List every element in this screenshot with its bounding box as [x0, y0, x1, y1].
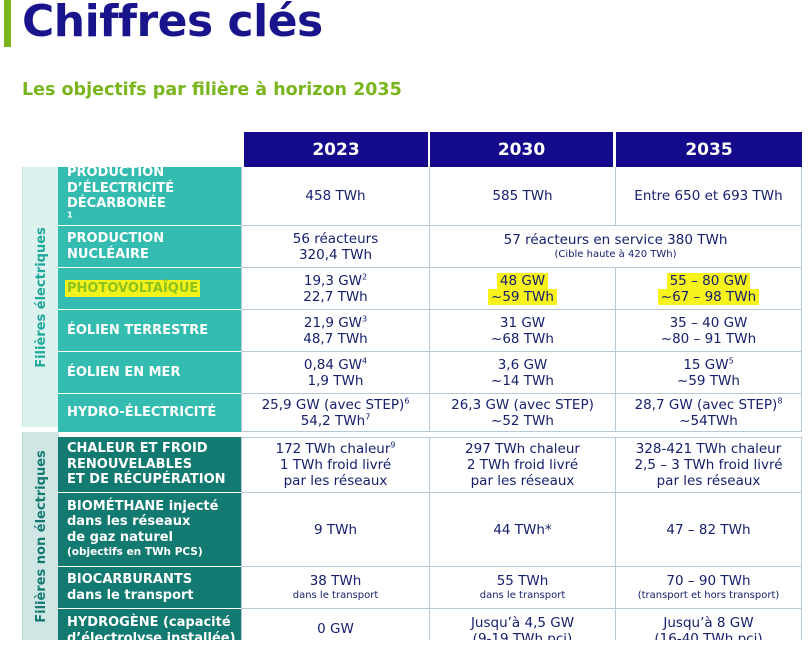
section-subtitle: Les objectifs par filière à horizon 2035 [22, 80, 402, 100]
group-label-electric: Filières électriques [33, 226, 49, 368]
group-electric: Filières électriques [22, 167, 59, 427]
title-accent-bar [4, 0, 11, 47]
row-label-photovoltaique: PHOTOVOLTAÏQUE [58, 268, 241, 310]
row-label-production-decarbonee: PRODUCTION D’ÉLECTRICITÉ DÉCARBONÉE 1 [58, 165, 241, 226]
cell-chaleur-2035: 328-421 TWh chaleur 2,5 – 3 TWh froid liv… [616, 437, 802, 493]
cell-eolien-terrestre-2035: 35 – 40 GW ~80 – 91 TWh [616, 310, 802, 352]
cell-production-2023: 458 TWh [241, 167, 430, 226]
highlight-mark: 48 GW [496, 272, 549, 289]
row-label-hydro: HYDRO-ÉLECTRICITÉ [58, 394, 241, 432]
cell-production-2030: 585 TWh [430, 167, 616, 226]
group-non-electric: Filières non électriques [22, 432, 59, 640]
highlight-mark: 55 – 80 GW [666, 272, 751, 289]
cell-photovoltaique-2023: 19,3 GW2 22,7 TWh [241, 268, 430, 310]
row-label-nucleaire: PRODUCTION NUCLÉAIRE [58, 226, 241, 268]
page-title: Chiffres clés [22, 0, 323, 47]
cell-eolien-mer-2035: 15 GW5 ~59 TWh [616, 352, 802, 394]
cell-nucleaire-2030-2035: 57 réacteurs en service 380 TWh (Cible ha… [430, 226, 802, 268]
cell-biocarburants-2023: 38 TWh dans le transport [241, 567, 430, 609]
cell-production-2035: Entre 650 et 693 TWh [616, 167, 802, 226]
row-label-biomethane: BIOMÉTHANE injecté dans les réseaux de g… [58, 493, 241, 567]
year-header-2023: 2023 [244, 132, 428, 167]
cell-nucleaire-2023: 56 réacteurs 320,4 TWh [241, 226, 430, 268]
cell-hydro-2023: 25,9 GW (avec STEP)6 54,2 TWh7 [241, 394, 430, 432]
cell-photovoltaique-2030: 48 GW ~59 TWh [430, 268, 616, 310]
cell-eolien-terrestre-2030: 31 GW ~68 TWh [430, 310, 616, 352]
row-label-hydrogene: HYDROGÈNE (capacité d’électrolyse instal… [58, 609, 241, 646]
cell-chaleur-2023: 172 TWh chaleur9 1 TWh froid livré par le… [241, 437, 430, 493]
year-header-2035: 2035 [616, 132, 802, 167]
row-label-eolien-mer: ÉOLIEN EN MER [58, 352, 241, 394]
cell-biomethane-2023: 9 TWh [241, 493, 430, 567]
row-label-chaleur-froid: CHALEUR ET FROID RENOUVELABLES ET DE RÉC… [58, 437, 241, 493]
cell-chaleur-2030: 297 TWh chaleur 2 TWh froid livré par les … [430, 437, 616, 493]
year-header-2030: 2030 [430, 132, 613, 167]
row-label-biocarburants: BIOCARBURANTS dans le transport [58, 567, 241, 609]
cell-hydrogene-2023: 0 GW [241, 609, 430, 640]
cell-biomethane-2030: 44 TWh* [430, 493, 616, 567]
cell-biocarburants-2030: 55 TWh dans le transport [430, 567, 616, 609]
cell-photovoltaique-2035: 55 – 80 GW ~67 – 98 TWh [616, 268, 802, 310]
cell-hydro-2035: 28,7 GW (avec STEP)8 ~54TWh [616, 394, 802, 432]
row-label-eolien-terrestre: ÉOLIEN TERRESTRE [58, 310, 241, 352]
highlight-mark: ~67 – 98 TWh [657, 288, 760, 305]
cell-hydrogene-2030: Jusqu’à 4,5 GW (9-19 TWh pci) [430, 609, 616, 640]
cell-eolien-terrestre-2023: 21,9 GW3 48,7 TWh [241, 310, 430, 352]
cell-biomethane-2035: 47 – 82 TWh [616, 493, 802, 567]
highlight-mark: ~59 TWh [488, 288, 557, 305]
cell-eolien-mer-2023: 0,84 GW4 1,9 TWh [241, 352, 430, 394]
cell-biocarburants-2035: 70 – 90 TWh (transport et hors transport) [616, 567, 802, 609]
cell-hydro-2030: 26,3 GW (avec STEP) ~52 TWh [430, 394, 616, 432]
group-label-non-electric: Filières non électriques [33, 449, 49, 623]
cell-hydrogene-2035: Jusqu’à 8 GW (16-40 TWh pci) [616, 609, 802, 640]
cell-eolien-mer-2030: 3,6 GW ~14 TWh [430, 352, 616, 394]
